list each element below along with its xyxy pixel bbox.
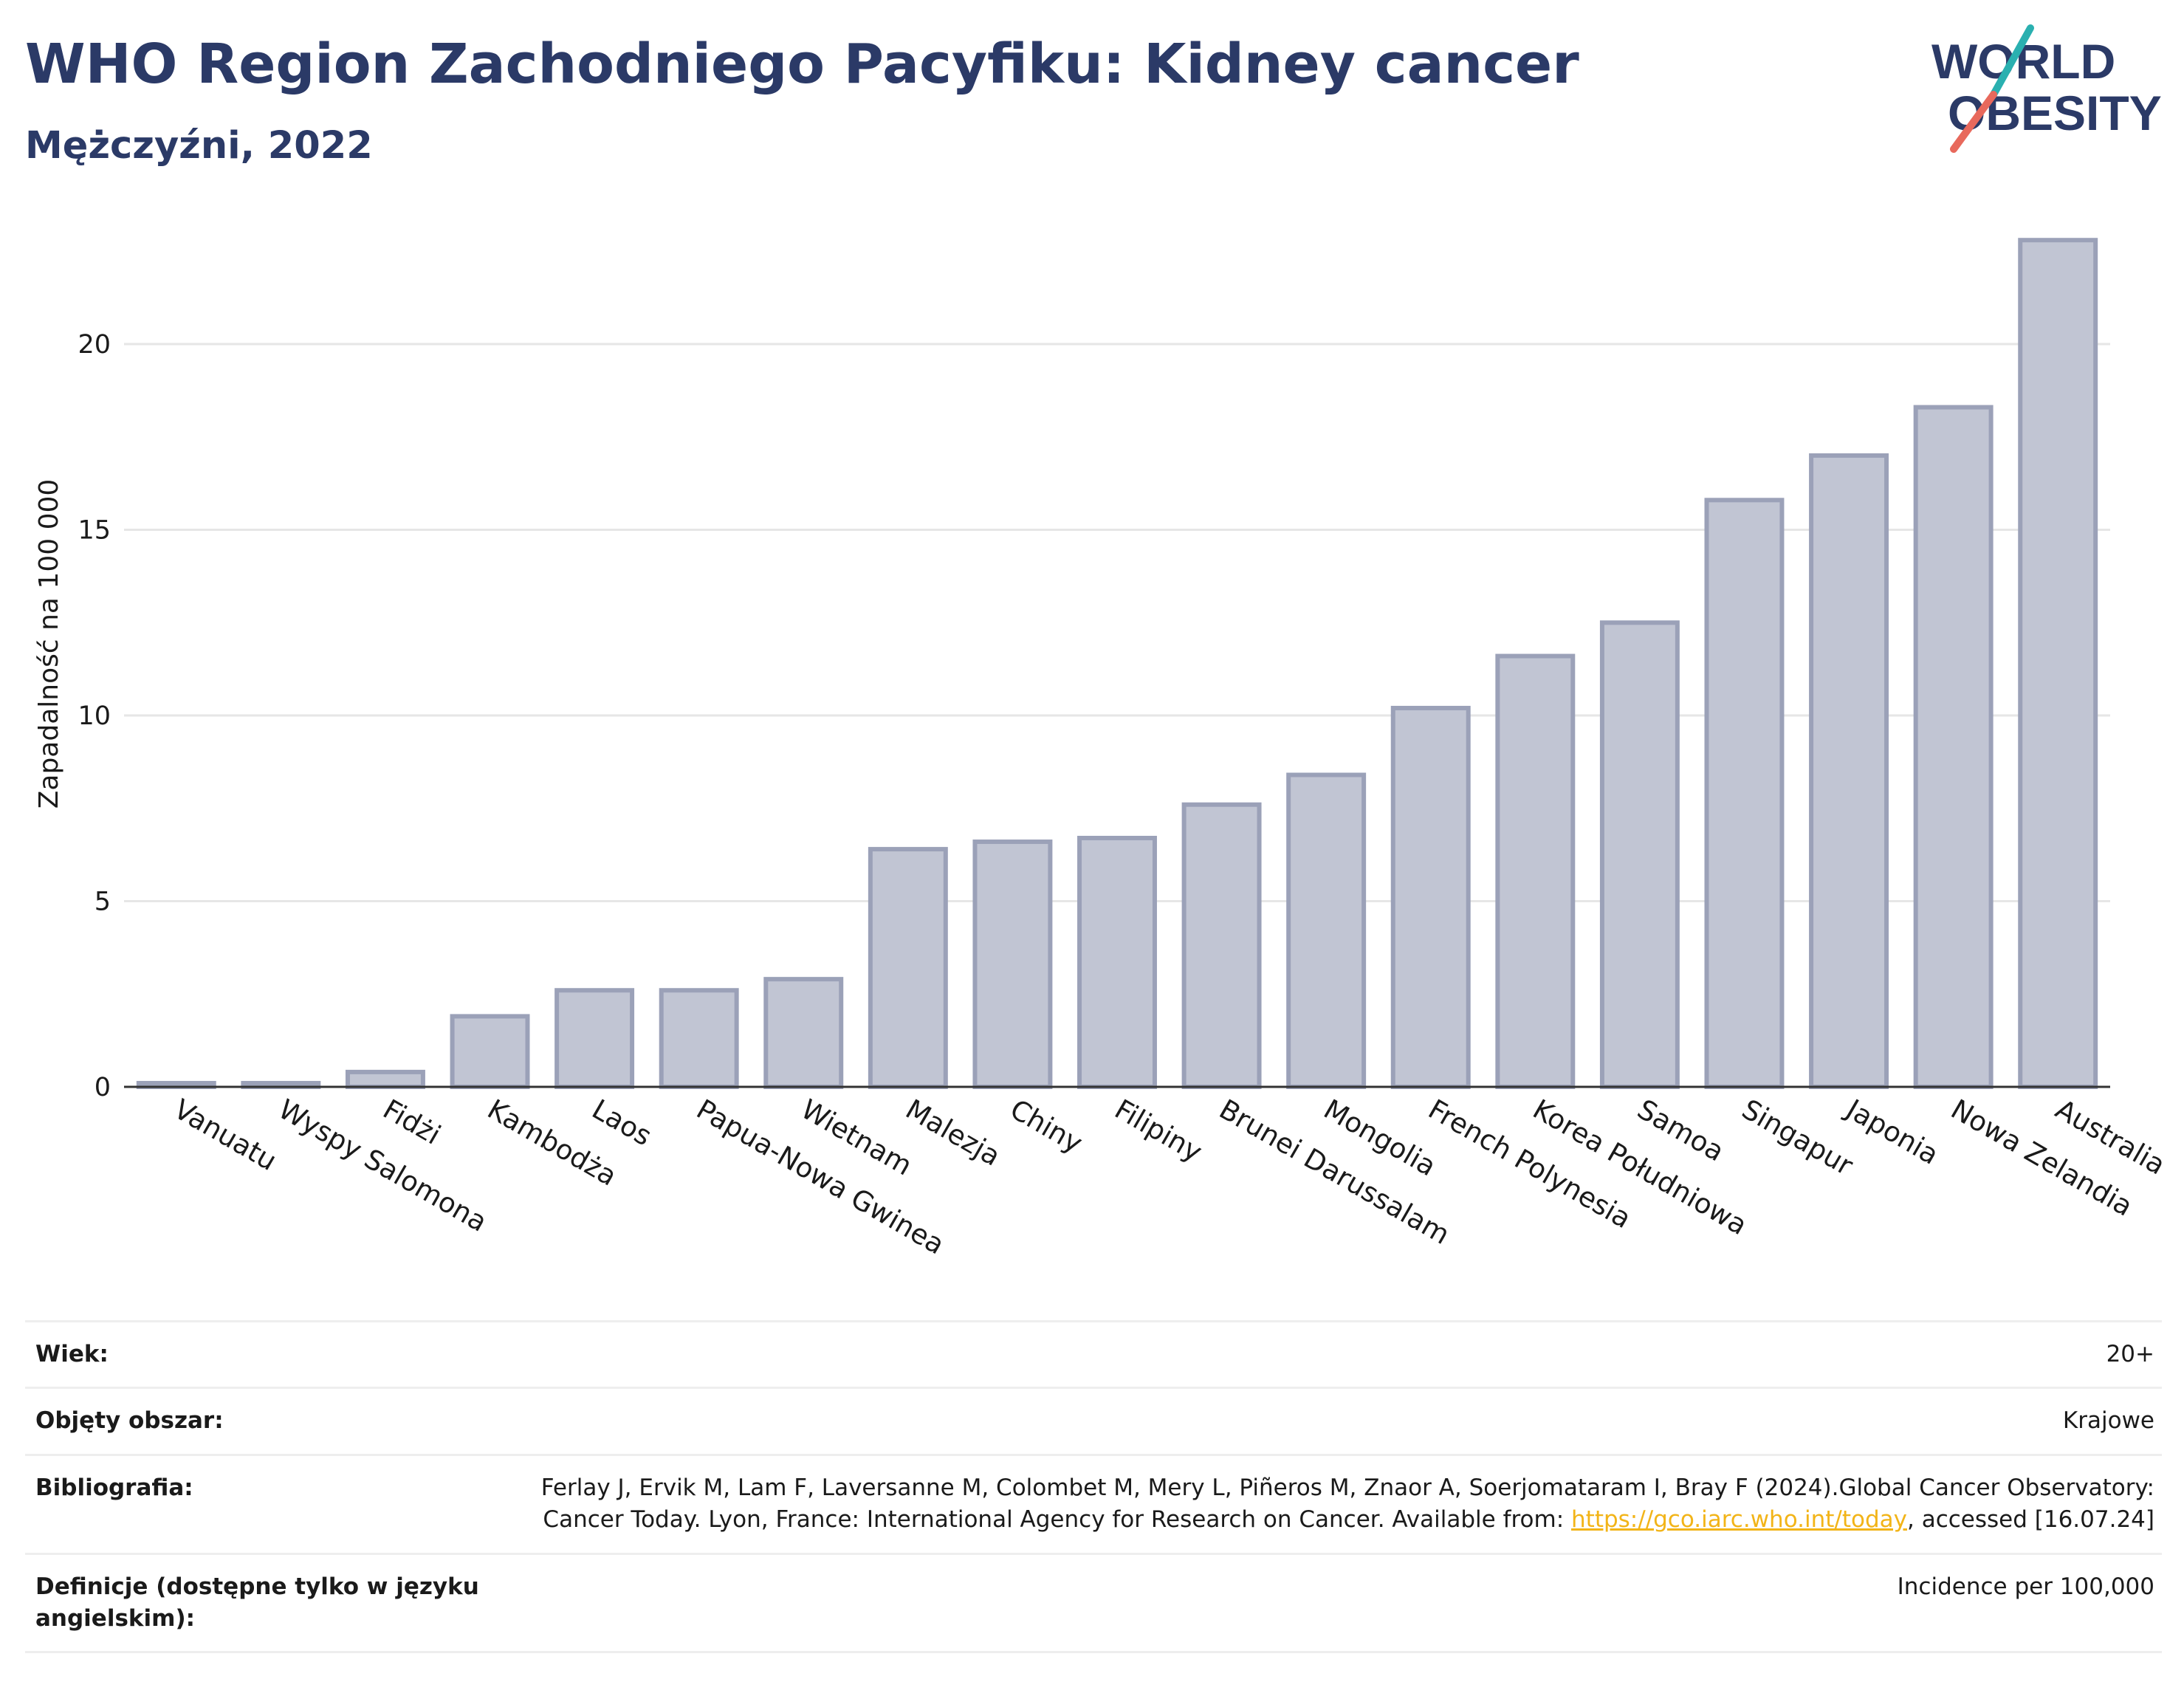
y-tick-label-10: 10: [78, 701, 111, 731]
y-tick-label-5: 5: [95, 888, 111, 917]
bar-15: [1599, 620, 1680, 1089]
y-axis-label: Zapadalność na 100 000: [34, 479, 64, 809]
bar-12: [1286, 772, 1367, 1090]
y-tick-labels: 0 5 10 15 20: [78, 330, 111, 1102]
meta-value-definitions: Incidence per 100,000: [501, 1552, 2162, 1654]
bar-4: [450, 1014, 530, 1090]
world-obesity-logo: WORLD OBESITY: [1931, 24, 2162, 153]
bar-14: [1495, 653, 1576, 1089]
meta-key-bibliography: Bibliografia:: [25, 1453, 501, 1554]
meta-key-definitions: Definicje (dostępne tylko w języku angie…: [25, 1552, 501, 1654]
bar-9: [972, 840, 1053, 1089]
x-tick-label-10: Filipiny: [1110, 1094, 1208, 1169]
meta-value-coverage: Krajowe: [501, 1387, 2162, 1455]
bar-3: [345, 1069, 425, 1090]
chart-subtitle: Mężczyźni, 2022: [25, 124, 373, 168]
y-tick-label-20: 20: [78, 330, 111, 360]
logo-slash-bottom: [1950, 91, 1997, 153]
x-tick-label-5: Laos: [587, 1094, 657, 1153]
bar-17: [1809, 453, 1889, 1089]
bibliography-link[interactable]: https://gco.iarc.who.int/today: [1571, 1506, 1907, 1534]
x-tick-label-3: Fidżi: [377, 1094, 446, 1151]
bar-19: [2018, 238, 2098, 1089]
bars: [136, 238, 2098, 1090]
bar-11: [1181, 802, 1262, 1090]
bar-13: [1390, 705, 1471, 1089]
meta-value-bibliography: Ferlay J, Ervik M, Lam F, Laversanne M, …: [501, 1453, 2162, 1554]
x-tick-label-18: Nowa Zelandia: [1946, 1094, 2137, 1223]
meta-row-bibliography: Bibliografia: Ferlay J, Ervik M, Lam F, …: [25, 1453, 2162, 1554]
bar-5: [554, 988, 635, 1090]
bibliography-accessed: , accessed [16.07.24]: [1906, 1506, 2154, 1534]
metadata-table: Wiek: 20+ Objęty obszar: Krajowe Bibliog…: [25, 1319, 2162, 1654]
meta-row-age: Wiek: 20+: [25, 1319, 2162, 1388]
x-tick-label-16: Singapur: [1737, 1094, 1859, 1182]
x-tick-label-9: Chiny: [1005, 1094, 1088, 1160]
bar-6: [659, 988, 739, 1090]
y-tick-label-0: 0: [95, 1073, 111, 1102]
bar-16: [1704, 498, 1785, 1089]
meta-value-age: 20+: [501, 1319, 2162, 1388]
bar-18: [1913, 405, 1994, 1089]
y-tick-label-15: 15: [78, 516, 111, 546]
bar-8: [868, 847, 948, 1089]
meta-key-coverage: Objęty obszar:: [25, 1387, 501, 1455]
bibliography-text: Ferlay J, Ervik M, Lam F, Laversanne M, …: [540, 1474, 2154, 1534]
meta-row-coverage: Objęty obszar: Krajowe: [25, 1387, 2162, 1455]
bar-7: [763, 977, 844, 1090]
meta-key-age: Wiek:: [25, 1319, 501, 1388]
bar-10: [1077, 836, 1157, 1090]
chart-title: WHO Region Zachodniego Pacyfiku: Kidney …: [25, 32, 1579, 96]
meta-row-definitions: Definicje (dostępne tylko w języku angie…: [25, 1552, 2162, 1654]
x-tick-label-1: Vanuatu: [168, 1094, 282, 1178]
x-tick-label-8: Malezja: [900, 1094, 1006, 1173]
logo-slash-top: [1990, 24, 2034, 98]
